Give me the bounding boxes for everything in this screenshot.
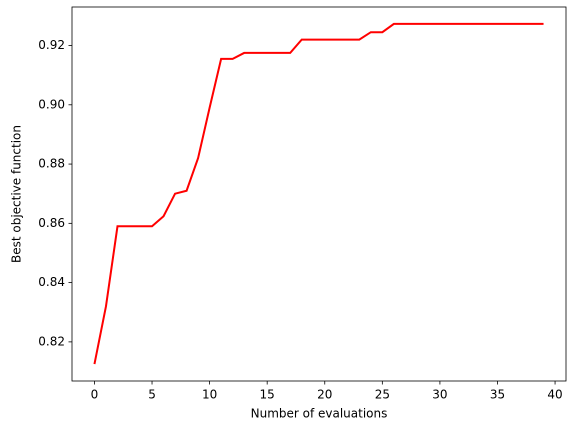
- x-tick-label: 30: [432, 388, 447, 402]
- x-tick-label: 5: [148, 388, 156, 402]
- x-tick-label: 15: [260, 388, 275, 402]
- y-tick-label: 0.82: [38, 334, 65, 348]
- x-tick-label: 0: [91, 388, 99, 402]
- y-axis-label: Best objective function: [10, 125, 24, 263]
- x-tick-label: 20: [317, 388, 332, 402]
- y-tick-label: 0.86: [38, 216, 65, 230]
- axes-frame: [71, 6, 567, 382]
- y-tick-label: 0.84: [38, 275, 65, 289]
- data-line: [93, 22, 544, 365]
- x-tick-label: 40: [547, 388, 562, 402]
- x-tick-label: 35: [490, 388, 505, 402]
- y-tick-label: 0.88: [38, 157, 65, 171]
- x-tick-label: 25: [375, 388, 390, 402]
- x-axis-label: Number of evaluations: [251, 407, 388, 421]
- y-tick-label: 0.92: [38, 38, 65, 52]
- x-tick-label: 10: [202, 388, 217, 402]
- y-tick-label: 0.90: [38, 97, 65, 111]
